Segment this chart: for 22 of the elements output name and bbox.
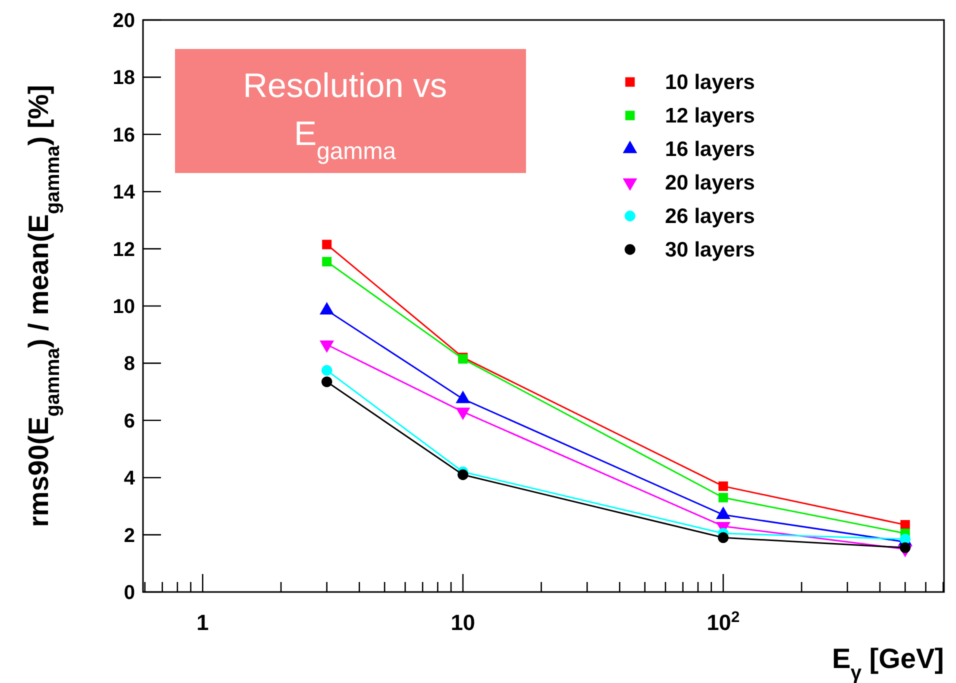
y-tick-label: 6 <box>124 410 135 432</box>
legend-label: 30 layers <box>665 238 755 262</box>
x-tick-label: 10$^{2}$ <box>706 608 740 635</box>
y-tick-label: 8 <box>124 353 135 376</box>
y-tick-label: 0 <box>124 582 135 604</box>
y-tick-label: 18 <box>112 67 135 90</box>
legend-label: 26 layers <box>665 205 755 228</box>
y-tick-label: 12 <box>112 238 135 261</box>
title-box: Resolution vs E$_{gamma}$ <box>175 49 526 173</box>
y-tick-label: 20 <box>112 10 135 32</box>
legend-label: 10 layers <box>665 71 755 94</box>
x-tick-label: 1 <box>196 610 209 635</box>
x-tick-label: 10 <box>450 610 476 635</box>
y-tick-label: 2 <box>124 524 135 547</box>
y-tick-label: 14 <box>112 182 136 204</box>
legend-label: 16 layers <box>665 138 755 161</box>
y-tick-label: 16 <box>112 124 135 146</box>
legend-label: 12 layers <box>665 104 755 128</box>
x-axis-title: E$_{γ}$ [GeV] <box>832 643 944 683</box>
y-tick-label: 10 <box>112 296 135 318</box>
y-tick-label: 4 <box>124 468 136 490</box>
legend-label: 20 layers <box>665 172 755 194</box>
